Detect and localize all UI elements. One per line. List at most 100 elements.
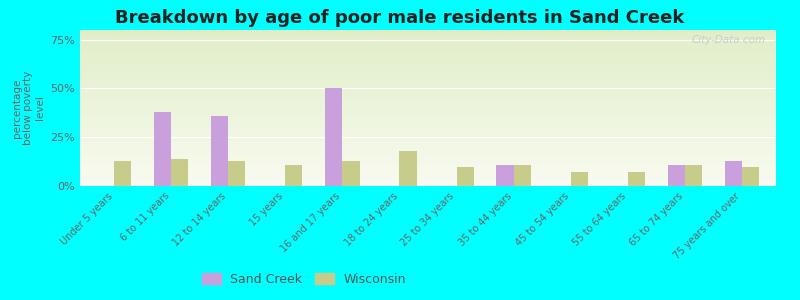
Bar: [80, 111, 776, 113]
Bar: [80, 158, 776, 160]
Bar: [80, 38, 776, 39]
Bar: [80, 103, 776, 105]
Bar: [80, 39, 776, 41]
Legend: Sand Creek, Wisconsin: Sand Creek, Wisconsin: [197, 268, 411, 291]
Bar: [80, 108, 776, 110]
Bar: [80, 83, 776, 85]
Bar: [80, 102, 776, 103]
Bar: [80, 33, 776, 35]
Bar: [80, 170, 776, 172]
Bar: [326, 88, 342, 186]
Bar: [80, 44, 776, 46]
Bar: [80, 52, 776, 53]
Bar: [80, 49, 776, 50]
Bar: [80, 55, 776, 56]
Bar: [80, 110, 776, 111]
Bar: [80, 172, 776, 173]
Bar: [80, 163, 776, 164]
Bar: [80, 130, 776, 131]
Bar: [80, 141, 776, 142]
Bar: [80, 150, 776, 152]
Bar: [80, 164, 776, 166]
Bar: [211, 116, 228, 186]
Bar: [80, 117, 776, 119]
Bar: [80, 89, 776, 91]
Text: Breakdown by age of poor male residents in Sand Creek: Breakdown by age of poor male residents …: [115, 9, 685, 27]
Bar: [80, 72, 776, 74]
Bar: [286, 164, 302, 186]
Bar: [80, 113, 776, 114]
Bar: [80, 166, 776, 167]
Bar: [80, 138, 776, 139]
Bar: [80, 30, 776, 31]
Bar: [114, 161, 131, 186]
Bar: [80, 136, 776, 138]
Bar: [80, 53, 776, 55]
Bar: [80, 92, 776, 94]
Bar: [80, 116, 776, 117]
Bar: [80, 97, 776, 99]
Bar: [80, 133, 776, 134]
Bar: [80, 47, 776, 49]
Bar: [80, 41, 776, 43]
Bar: [80, 178, 776, 180]
Bar: [154, 112, 171, 186]
Bar: [80, 142, 776, 144]
Bar: [457, 167, 474, 186]
Text: City-Data.com: City-Data.com: [691, 35, 766, 45]
Bar: [80, 82, 776, 83]
Bar: [80, 106, 776, 108]
Bar: [80, 175, 776, 177]
Bar: [80, 69, 776, 70]
Bar: [171, 159, 188, 186]
Bar: [80, 43, 776, 44]
Bar: [80, 77, 776, 78]
Bar: [80, 80, 776, 82]
Bar: [668, 164, 685, 186]
Bar: [80, 134, 776, 136]
Bar: [570, 172, 588, 186]
Bar: [80, 86, 776, 88]
Bar: [80, 125, 776, 127]
Bar: [80, 66, 776, 68]
Bar: [80, 70, 776, 72]
Bar: [80, 75, 776, 77]
Bar: [399, 151, 417, 186]
Bar: [80, 114, 776, 116]
Bar: [80, 127, 776, 128]
Bar: [80, 121, 776, 122]
Bar: [80, 50, 776, 52]
Bar: [80, 124, 776, 125]
Bar: [80, 95, 776, 97]
Bar: [80, 173, 776, 175]
Bar: [80, 58, 776, 60]
Bar: [80, 156, 776, 158]
Bar: [685, 164, 702, 186]
Bar: [80, 152, 776, 153]
Bar: [514, 164, 530, 186]
Bar: [80, 181, 776, 183]
Bar: [80, 88, 776, 89]
Bar: [80, 85, 776, 86]
Bar: [80, 119, 776, 121]
Bar: [80, 35, 776, 36]
Bar: [80, 161, 776, 163]
Bar: [80, 122, 776, 124]
Bar: [80, 128, 776, 130]
Bar: [80, 78, 776, 80]
Bar: [80, 184, 776, 186]
Bar: [742, 167, 759, 186]
Bar: [628, 172, 645, 186]
Bar: [80, 183, 776, 184]
Bar: [80, 68, 776, 69]
Bar: [80, 56, 776, 58]
Bar: [80, 46, 776, 47]
Bar: [725, 161, 742, 186]
Bar: [80, 160, 776, 161]
Bar: [80, 177, 776, 178]
Bar: [80, 148, 776, 150]
Bar: [497, 164, 514, 186]
Bar: [80, 105, 776, 106]
Bar: [80, 91, 776, 92]
Bar: [80, 155, 776, 156]
